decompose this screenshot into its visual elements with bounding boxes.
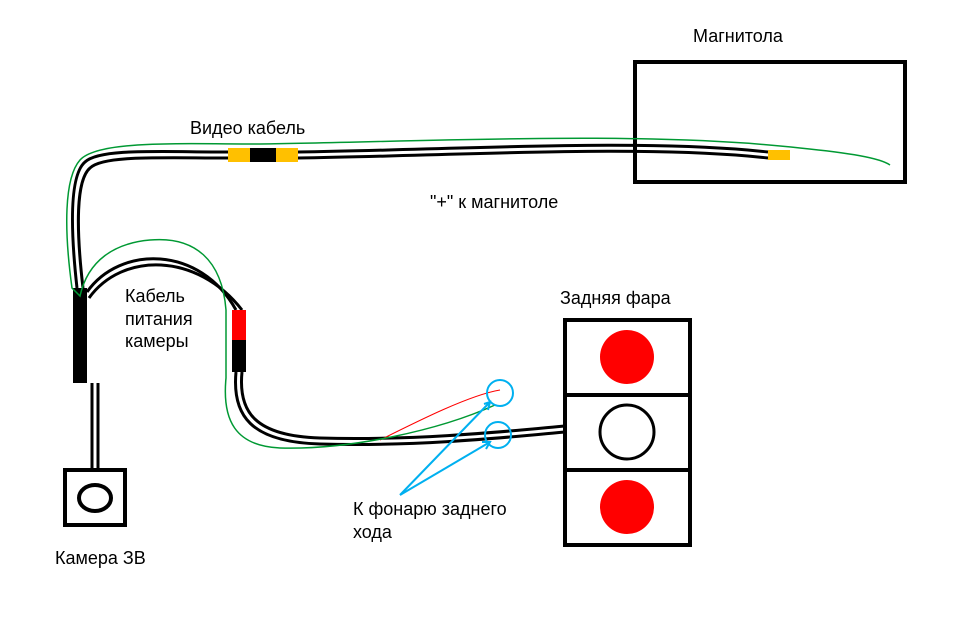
video-connector <box>228 148 298 162</box>
camera-splitter <box>73 288 87 383</box>
camera-box <box>65 470 125 525</box>
lamp-red-bottom <box>600 480 654 534</box>
rear-light-label: Задняя фара <box>560 288 671 309</box>
head-unit-video-in <box>768 150 790 160</box>
lamp-reverse <box>600 405 654 459</box>
to-reverse-light-label: К фонарю заднего хода <box>353 498 507 543</box>
rear-light-box <box>565 320 690 545</box>
head-unit-box <box>635 62 905 182</box>
camera-power-cable-label: Кабель питания камеры <box>125 285 193 353</box>
lamp-red-top <box>600 330 654 384</box>
camera-label: Камера ЗВ <box>55 548 146 569</box>
camera-lens-icon <box>79 485 111 511</box>
video-cable-label: Видео кабель <box>190 118 305 139</box>
power-connector <box>232 310 246 372</box>
head-unit-label: Магнитола <box>693 26 783 47</box>
plus-to-head-unit-label: "+" к магнитоле <box>430 192 558 213</box>
